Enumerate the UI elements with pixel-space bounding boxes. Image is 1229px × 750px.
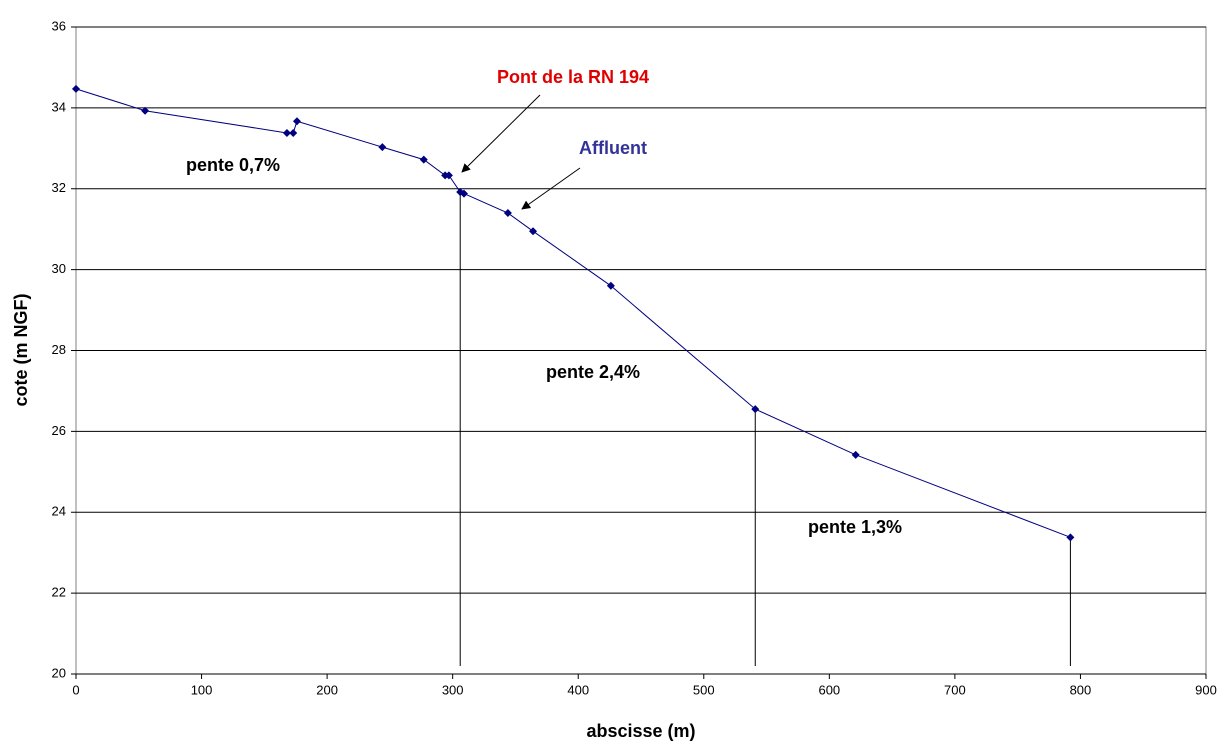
point [419, 155, 428, 164]
point [292, 117, 301, 126]
x-tick-label: 600 [818, 682, 840, 697]
x-tick-label: 200 [316, 682, 338, 697]
point [1066, 533, 1075, 542]
x-tick-label: 400 [567, 682, 589, 697]
y-tick-label: 24 [52, 504, 66, 519]
x-tick-label: 500 [693, 682, 715, 697]
x-tick-label: 100 [191, 682, 213, 697]
point [72, 84, 80, 93]
x-tick-label: 300 [442, 682, 464, 697]
x-tick-label: 900 [1195, 682, 1217, 697]
arrow [521, 167, 581, 210]
point [378, 143, 387, 152]
x-tick-label: 700 [944, 682, 966, 697]
point [459, 189, 468, 198]
y-tick-label: 36 [52, 18, 66, 33]
x-axis-label: abscisse (m) [586, 721, 695, 741]
point [282, 128, 291, 137]
point [851, 450, 860, 459]
y-tick-label: 32 [52, 180, 66, 195]
annotation: Affluent [579, 138, 647, 158]
x-tick-label: 800 [1070, 682, 1092, 697]
point [503, 209, 512, 218]
annotation: Pont de la RN 194 [497, 67, 649, 87]
y-tick-label: 28 [52, 342, 66, 357]
y-tick-label: 34 [52, 99, 66, 114]
annotation: pente 0,7% [186, 155, 280, 175]
annotation: pente 2,4% [546, 362, 640, 382]
y-tick-label: 30 [52, 261, 66, 276]
point [751, 405, 760, 414]
point [289, 128, 298, 137]
point [141, 106, 150, 115]
point [444, 171, 453, 180]
x-tick-label: 0 [72, 682, 79, 697]
y-axis-label: cote (m NGF) [11, 293, 31, 406]
annotation: pente 1,3% [808, 517, 902, 537]
y-tick-label: 26 [52, 423, 66, 438]
y-tick-label: 20 [52, 665, 66, 680]
point [529, 227, 538, 236]
point [606, 281, 615, 290]
y-tick-label: 22 [52, 585, 66, 600]
arrow [461, 94, 541, 173]
